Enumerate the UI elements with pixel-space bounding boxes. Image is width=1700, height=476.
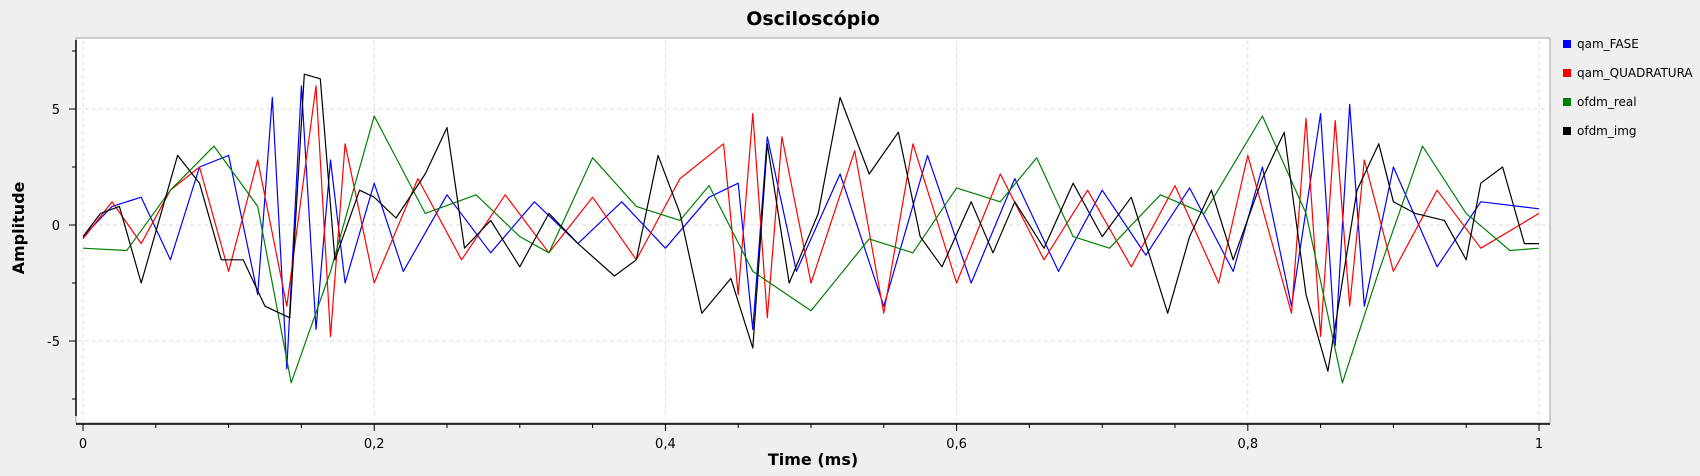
- x-tick-label: 0,8: [1237, 437, 1258, 452]
- legend-label: ofdm_real: [1577, 95, 1637, 109]
- legend-label: qam_QUADRATURA: [1577, 66, 1693, 80]
- y-tick-label: -5: [47, 335, 60, 350]
- y-axis-title-group: Amplitude: [9, 181, 28, 274]
- x-tick-label: 0: [79, 437, 87, 452]
- x-tick-label: 0,6: [946, 437, 967, 452]
- chart-title: Osciloscópio: [746, 8, 880, 30]
- series-line-ofdm_img: [82, 73, 1539, 372]
- legend-swatch-ofdm_real: [1563, 98, 1571, 106]
- series-line-qam_QUADRATURA: [82, 85, 1540, 337]
- y-axis-title: Amplitude: [9, 181, 28, 274]
- legend-swatch-ofdm_img: [1563, 127, 1571, 135]
- legend-label: ofdm_img: [1577, 124, 1637, 138]
- legend-swatch-qam_QUADRATURA: [1563, 69, 1571, 77]
- y-tick-label: 0: [52, 219, 60, 234]
- series-line-ofdm_real: [82, 115, 1540, 384]
- legend-label: qam_FASE: [1577, 37, 1639, 51]
- y-tick-label: 5: [52, 103, 60, 118]
- legend-swatch-qam_FASE: [1563, 40, 1571, 48]
- legend: qam_FASE qam_QUADRATURA ofdm_real ofdm_img: [1563, 37, 1693, 138]
- series-layer: [82, 73, 1540, 384]
- x-tick-label: 0,2: [364, 437, 385, 452]
- x-axis-title: Time (ms): [768, 450, 858, 469]
- x-tick-label: 1: [1535, 437, 1543, 452]
- tick-layer: 0 0,2 0,4 0,6 0,8 1 5 0 -5: [47, 50, 1543, 452]
- x-tick-label: 0,4: [655, 437, 676, 452]
- axes-layer: [75, 40, 1550, 425]
